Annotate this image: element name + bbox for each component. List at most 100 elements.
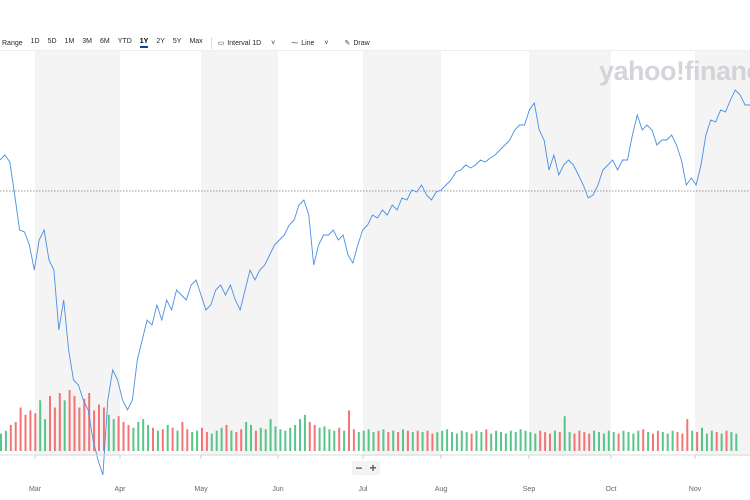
volume-bar [230, 430, 233, 451]
volume-bar [19, 407, 22, 451]
x-tick-label: Jul [358, 486, 368, 493]
volume-bar [0, 433, 2, 451]
volume-bar [210, 433, 213, 451]
range-2y[interactable]: 2Y [156, 38, 165, 45]
volume-bar [367, 429, 370, 452]
range-5d[interactable]: 5D [47, 38, 57, 45]
volume-bar [524, 430, 527, 451]
range-ytd[interactable]: YTD [117, 38, 132, 45]
volume-bar [568, 432, 571, 451]
volume-bar [49, 395, 51, 451]
draw-button[interactable]: ✎ Draw [344, 39, 377, 47]
volume-bar [730, 432, 733, 451]
volume-bar [372, 432, 375, 451]
yahoo-finance-watermark: yahoo!finance [599, 56, 750, 86]
volume-bar [701, 427, 703, 451]
volume-bar [284, 430, 287, 451]
volume-bar [63, 400, 66, 452]
chart-type-label: Line [301, 40, 315, 47]
volume-bar [201, 427, 203, 451]
volume-bar [289, 427, 292, 451]
volume-bar [250, 424, 252, 451]
volume-bar [93, 410, 96, 451]
line-chart-icon: ⁓ [291, 40, 299, 47]
volume-bar [294, 424, 297, 451]
volume-bar [299, 419, 301, 451]
volume-bar [303, 414, 306, 452]
volume-bar [166, 424, 169, 451]
range-max[interactable]: Max [189, 38, 203, 45]
volume-bar [725, 430, 728, 451]
volume-bar [196, 430, 199, 451]
volume-bar [259, 427, 262, 451]
price-chart[interactable] [0, 51, 750, 481]
volume-bar [191, 432, 194, 451]
volume-bar [308, 422, 311, 451]
volume-bar [328, 429, 331, 452]
volume-bar [44, 419, 47, 451]
volume-bar [421, 432, 424, 451]
volume-bar [539, 430, 542, 451]
volume-bar [441, 430, 444, 451]
volume-bar [34, 413, 37, 451]
volume-bar [598, 432, 600, 451]
interval-label: Interval 1D [227, 40, 262, 47]
zoom-in-button[interactable]: + [369, 461, 377, 475]
volume-bar [426, 430, 429, 451]
chart-type-dropdown[interactable]: ⁓ Line ˅ [291, 39, 336, 47]
volume-bar [176, 430, 179, 451]
zoom-out-button[interactable]: − [355, 461, 363, 475]
volume-bar [627, 432, 630, 451]
volume-bar [612, 432, 615, 451]
volume-bar [225, 424, 228, 451]
volume-bar [504, 433, 507, 451]
volume-bar [558, 432, 561, 451]
x-tick-label: Oct [605, 486, 617, 493]
month-band [363, 51, 441, 456]
volume-bar [161, 429, 164, 452]
range-6m[interactable]: 6M [100, 38, 110, 45]
volume-bar [647, 432, 650, 451]
range-5y[interactable]: 5Y [172, 38, 182, 45]
month-band [695, 51, 750, 456]
volume-bar [279, 429, 282, 452]
volume-bar [475, 430, 478, 451]
range-1y[interactable]: 1Y [139, 38, 149, 48]
month-band [201, 51, 278, 456]
volume-bar [352, 429, 355, 452]
volume-bar [632, 433, 635, 451]
volume-bar [446, 429, 449, 452]
volume-bar [269, 419, 272, 451]
volume-bar [397, 432, 400, 451]
volume-bar [666, 433, 669, 451]
x-tick-label: May [194, 486, 208, 493]
volume-bar [387, 432, 390, 451]
volume-bar [348, 410, 350, 451]
volume-bar [602, 433, 605, 451]
range-label: Range [2, 39, 23, 47]
volume-bar [563, 416, 566, 451]
volume-bar [588, 433, 591, 451]
volume-bar [122, 422, 125, 451]
volume-bar [137, 422, 140, 451]
x-tick-label: Apr [114, 486, 126, 493]
range-3m[interactable]: 3M [82, 38, 93, 45]
toolbar-divider-line [0, 50, 750, 51]
volume-bar [519, 429, 522, 452]
volume-bar [215, 430, 218, 451]
volume-bar [4, 430, 7, 451]
volume-bar [490, 433, 493, 451]
chevron-down-icon: ˅ [324, 40, 329, 47]
volume-bar [691, 430, 694, 451]
interval-dropdown[interactable]: ▭ Interval 1D ˅ [218, 39, 284, 47]
volume-bar [318, 427, 321, 451]
x-tick-label: Nov [688, 486, 702, 493]
volume-bar [406, 430, 409, 451]
volume-bar [58, 393, 61, 451]
range-1m[interactable]: 1M [64, 38, 75, 45]
volume-bar [220, 427, 223, 451]
volume-bar [544, 432, 547, 451]
volume-bar [245, 422, 248, 451]
range-1d[interactable]: 1D [30, 38, 40, 45]
volume-bar [455, 433, 458, 451]
